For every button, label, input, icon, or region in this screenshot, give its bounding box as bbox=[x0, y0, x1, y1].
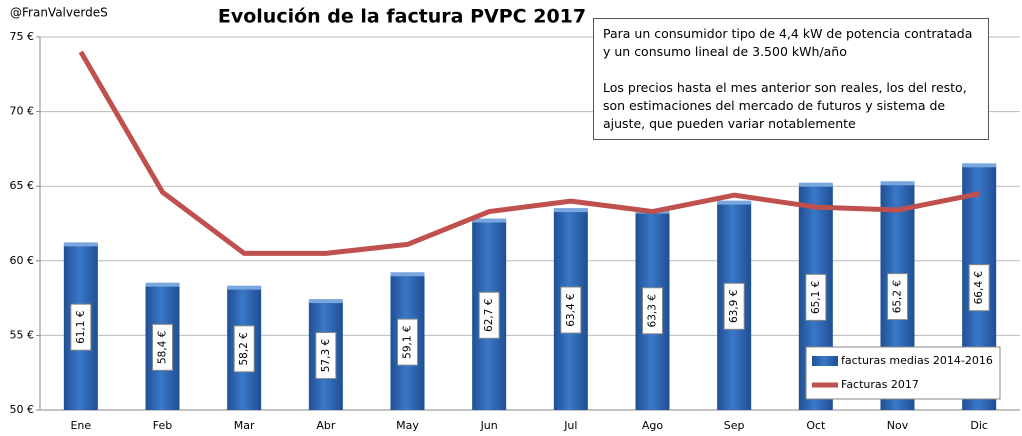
chart-title: Evolución de la factura PVPC 2017 bbox=[218, 6, 586, 28]
value-label-box bbox=[805, 273, 827, 321]
y-tick-label: 65 € bbox=[10, 179, 35, 192]
value-label-box bbox=[723, 282, 745, 330]
annotation: Los precios hasta el mes anterior son re… bbox=[603, 80, 967, 131]
bar-top bbox=[227, 285, 262, 290]
x-tick-label: Sep bbox=[724, 419, 745, 432]
value-label-box bbox=[315, 332, 337, 380]
x-tick-label: Ago bbox=[642, 419, 664, 432]
bar-top bbox=[717, 200, 752, 205]
value-label: 57,3 € bbox=[320, 339, 332, 372]
bar-top bbox=[63, 242, 98, 247]
legend-swatch bbox=[812, 356, 838, 366]
annotation: Para un consumidor tipo de 4,4 kW de pot… bbox=[603, 26, 973, 59]
x-tick-label: Ene bbox=[70, 419, 91, 432]
x-tick-label: Jun bbox=[480, 419, 498, 432]
legend-box bbox=[805, 346, 1001, 400]
bar-top bbox=[880, 181, 915, 186]
bar-top bbox=[390, 272, 425, 277]
y-tick-label: 75 € bbox=[10, 30, 35, 43]
annotation-box: Para un consumidor tipo de 4,4 kW de pot… bbox=[593, 18, 989, 140]
author: @FranValverdeS bbox=[10, 6, 108, 20]
value-label: 63,9 € bbox=[728, 290, 740, 323]
value-label: 62,7 € bbox=[483, 299, 495, 332]
value-label: 63,4 € bbox=[565, 293, 577, 326]
value-label-box bbox=[152, 323, 173, 371]
legend-label: Facturas 2017 bbox=[841, 378, 919, 391]
value-label: 61,1 € bbox=[75, 310, 87, 343]
value-label: 65,1 € bbox=[810, 281, 822, 314]
value-label: 65,2 € bbox=[892, 280, 904, 313]
y-tick-label: 60 € bbox=[10, 254, 35, 267]
value-label-box bbox=[70, 303, 92, 351]
y-tick-label: 50 € bbox=[10, 403, 35, 416]
value-label: 66,4 € bbox=[973, 271, 985, 304]
bar-top bbox=[308, 299, 343, 304]
value-label-box bbox=[968, 264, 990, 312]
value-label-box bbox=[560, 286, 582, 334]
bar-top bbox=[962, 163, 997, 168]
x-tick-label: May bbox=[396, 419, 419, 432]
bar-top bbox=[798, 182, 833, 187]
line bbox=[78, 50, 980, 256]
value-label-box bbox=[887, 273, 908, 321]
x-tick-label: Mar bbox=[234, 419, 255, 432]
y-tick-label: 55 € bbox=[10, 328, 35, 341]
value-label-box bbox=[642, 287, 663, 335]
bar-top bbox=[145, 282, 180, 287]
x-tick-label: Oct bbox=[806, 419, 826, 432]
value-label: 58,4 € bbox=[157, 331, 169, 364]
value-label-box bbox=[478, 291, 500, 339]
value-label: 63,3 € bbox=[647, 294, 659, 327]
value-label: 58,2 € bbox=[238, 332, 250, 365]
value-label: 59,1 € bbox=[402, 325, 414, 358]
y-tick-label: 70 € bbox=[10, 105, 35, 118]
bar-top bbox=[472, 218, 507, 223]
x-tick-label: Feb bbox=[153, 419, 172, 432]
x-tick-label: Jul bbox=[563, 419, 577, 432]
x-tick-label: Nov bbox=[887, 419, 909, 432]
legend-label: facturas medias 2014-2016 bbox=[841, 354, 993, 367]
x-tick-label: Dic bbox=[970, 419, 988, 432]
bar-top bbox=[553, 208, 588, 213]
value-label-box bbox=[233, 325, 255, 373]
x-tick-label: Abr bbox=[316, 419, 336, 432]
value-label-box bbox=[397, 318, 418, 366]
